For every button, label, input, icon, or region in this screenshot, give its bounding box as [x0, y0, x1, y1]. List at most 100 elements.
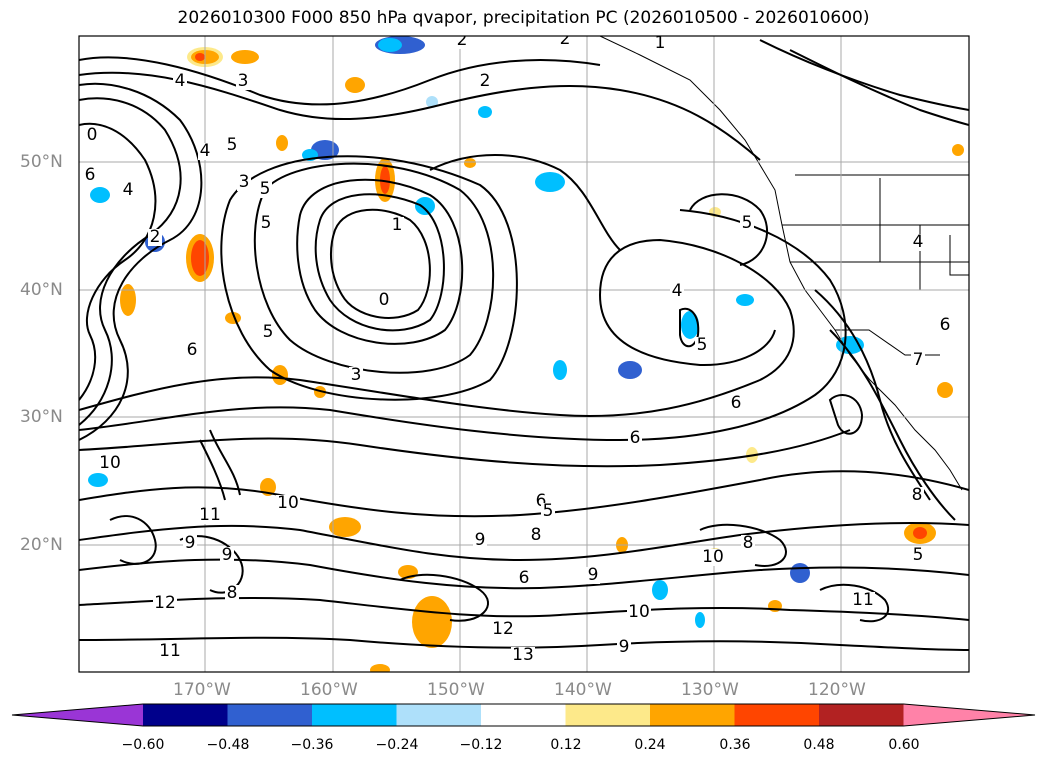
colorbar-segment: [565, 704, 651, 726]
contour-label-background: [153, 595, 177, 612]
contour-label: 1: [392, 215, 403, 235]
contour-label: 2: [457, 30, 468, 50]
contour-label: 6: [187, 340, 198, 360]
colorbar-segment: [312, 704, 397, 726]
colorbar: [11, 703, 1036, 727]
precip-anomaly-patch: [378, 38, 402, 52]
precip-anomaly-patch: [681, 311, 699, 339]
contour-label: 4: [200, 141, 211, 161]
precip-anomaly-patch: [380, 166, 390, 194]
precip-anomaly-patch: [478, 106, 492, 118]
colorbar-tick: 0.12: [550, 737, 582, 753]
contour-label: 13: [512, 645, 534, 665]
colorbar-tick: −0.36: [290, 737, 334, 753]
contour-label-background: [938, 317, 952, 334]
lat-label-50n: 50°N: [20, 152, 63, 172]
precip-anomaly-patch: [553, 360, 567, 380]
contour-label: 5: [742, 213, 753, 233]
contour-label: 6: [940, 315, 951, 335]
precip-anomaly-patch: [88, 473, 108, 487]
precip-anomaly-patch: [952, 144, 964, 156]
contour-label: 8: [531, 525, 542, 545]
contour-label-background: [349, 367, 363, 384]
contour-label: 9: [588, 565, 599, 585]
precip-anomaly-patch: [913, 527, 927, 539]
lat-label-40n: 40°N: [20, 280, 63, 300]
precip-anomaly-patch: [790, 563, 810, 583]
contour-label: 2: [560, 29, 571, 49]
contour-label-background: [377, 292, 391, 309]
precip-anomaly-patch: [329, 517, 361, 537]
contour-label-background: [541, 503, 555, 520]
precip-anomaly-patch: [535, 172, 565, 192]
colorbar-segment: [481, 704, 566, 726]
colorbar-tick: 0.60: [888, 737, 920, 753]
contour-label: 5: [543, 501, 554, 521]
contour-label: 6: [731, 393, 742, 413]
contour-label: 11: [199, 505, 221, 525]
contour-label-background: [670, 283, 684, 300]
precip-anomaly-patch: [90, 187, 110, 203]
contour-label: 5: [263, 322, 274, 342]
lon-label-160w: 160°W: [300, 680, 358, 700]
contour-label-background: [701, 549, 725, 566]
colorbar-segment: [734, 704, 820, 726]
lon-label-140w: 140°W: [554, 680, 612, 700]
contour-label-background: [851, 592, 875, 609]
contour-label-background: [627, 604, 651, 621]
contour-label-background: [237, 174, 251, 191]
contour-label: 10: [99, 453, 121, 473]
contour-label-background: [617, 639, 631, 656]
contour-label: 5: [260, 179, 271, 199]
contour-label-background: [173, 73, 187, 90]
contour-label-background: [236, 73, 250, 90]
contour-label: 4: [913, 232, 924, 252]
precip-anomaly-patch: [272, 365, 288, 385]
qvapor-contours: [79, 39, 969, 651]
contour-label-background: [158, 643, 182, 660]
precip-anomaly-patch: [191, 240, 209, 276]
contour-label-background: [558, 36, 572, 48]
contour-label: 2: [480, 71, 491, 91]
contour-label-background: [455, 36, 469, 49]
colorbar-tick: −0.12: [459, 737, 503, 753]
contour-label-background: [390, 217, 404, 234]
lat-label-30n: 30°N: [20, 407, 63, 427]
precip-anomaly-patch: [370, 664, 390, 672]
contour-label: 2: [150, 227, 161, 247]
contour-label: 4: [175, 71, 186, 91]
colorbar-segment: [650, 704, 735, 726]
contour-label-background: [586, 567, 600, 584]
contour-label: 5: [697, 335, 708, 355]
colorbar-tick: 0.24: [634, 737, 666, 753]
precip-anomaly-patch: [195, 53, 205, 61]
colorbar-extend-high: [903, 704, 1035, 726]
contour-label: 6: [630, 428, 641, 448]
precip-anomaly-patch: [415, 197, 435, 215]
lat-label-20n: 20°N: [20, 535, 63, 555]
colorbar-outline: [11, 703, 1036, 727]
precip-anomaly-patch: [225, 312, 241, 324]
plot-title: 2026010300 F000 850 hPa qvapor, precipit…: [177, 8, 870, 28]
contour-label: 3: [238, 71, 249, 91]
contour-label-background: [225, 137, 239, 154]
contour-label-background: [183, 535, 197, 552]
contour-label: 8: [743, 533, 754, 553]
contour-label-background: [911, 352, 925, 369]
contour-label: 9: [185, 533, 196, 553]
contour-label-background: [729, 395, 743, 412]
contour-label: 10: [702, 547, 724, 567]
contour-label: 7: [913, 350, 924, 370]
contour-label-background: [491, 621, 515, 638]
contour-label-background: [517, 570, 531, 587]
contour-label: 11: [852, 590, 874, 610]
precip-anomaly-patch: [652, 580, 668, 600]
contour-label-background: [98, 455, 122, 472]
contour-label-background: [478, 73, 492, 90]
precip-anomaly-patch: [618, 361, 642, 379]
precip-anomaly-patch: [695, 612, 705, 628]
contour-label-background: [911, 547, 925, 564]
contour-label-background: [258, 181, 272, 198]
precip-anomaly-patch: [426, 96, 438, 108]
contour-label: 6: [519, 568, 530, 588]
